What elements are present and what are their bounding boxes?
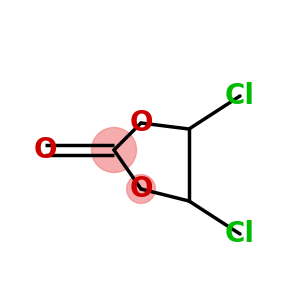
Text: Cl: Cl <box>225 82 255 110</box>
Circle shape <box>92 128 136 172</box>
Text: O: O <box>129 109 153 137</box>
Text: O: O <box>129 175 153 203</box>
Circle shape <box>127 175 155 203</box>
Text: O: O <box>33 136 57 164</box>
Text: Cl: Cl <box>225 220 255 248</box>
